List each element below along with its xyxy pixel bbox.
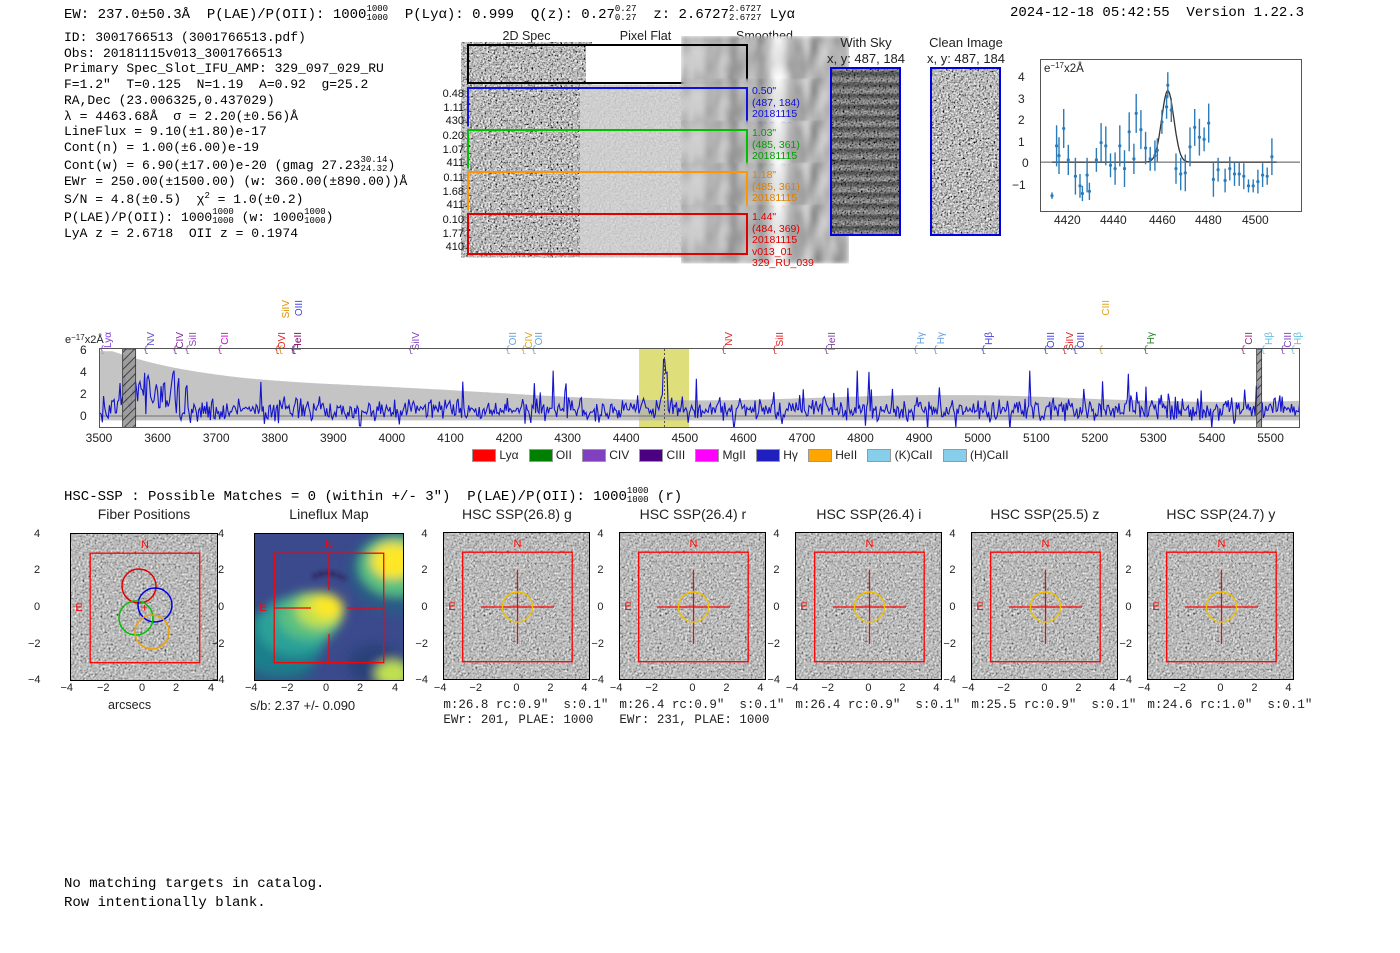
svg-text:N: N (690, 538, 698, 550)
svg-text:N: N (866, 538, 874, 550)
svg-text:E: E (259, 602, 266, 614)
svg-text:N: N (325, 539, 333, 551)
svg-text:E: E (75, 602, 82, 614)
svg-text:N: N (141, 539, 149, 551)
svg-text:E: E (977, 601, 984, 613)
svg-text:E: E (449, 601, 456, 613)
svg-text:N: N (514, 538, 522, 550)
svg-text:E: E (801, 601, 808, 613)
svg-text:E: E (1153, 601, 1160, 613)
svg-text:N: N (1042, 538, 1050, 550)
svg-text:E: E (625, 601, 632, 613)
svg-text:N: N (1218, 538, 1226, 550)
